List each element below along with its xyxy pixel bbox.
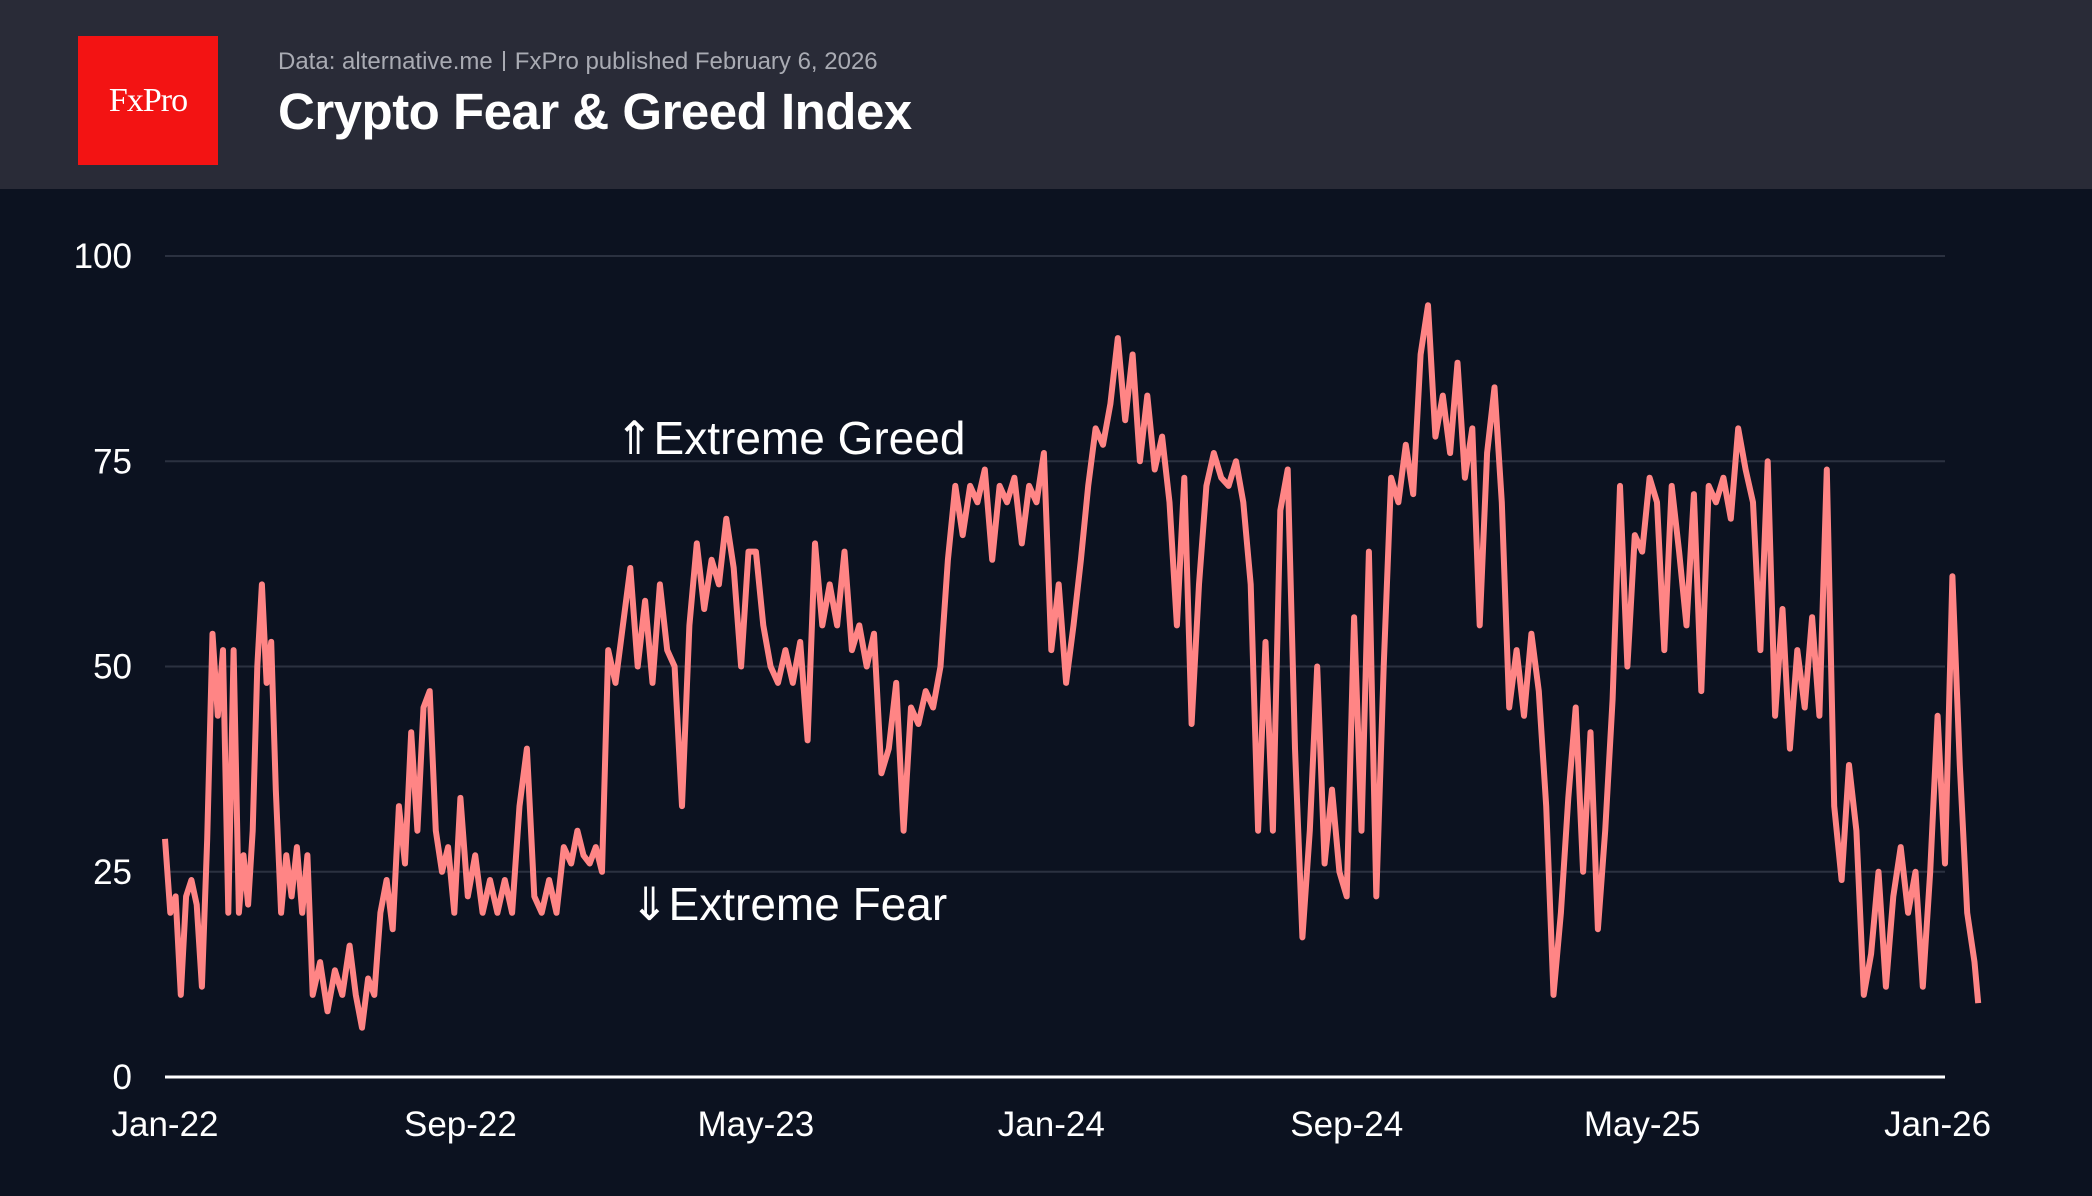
y-tick-label: 0 [113,1058,132,1097]
y-tick-label: 25 [93,853,132,892]
x-tick-label: Sep-24 [1290,1105,1403,1144]
header-bar: FxPro Data: alternative.me FxPro publishe… [0,0,2092,189]
y-tick-label: 50 [93,648,132,687]
x-tick-label: Jan-26 [1884,1105,1991,1144]
chart-subtitle: Data: alternative.me FxPro published Febr… [278,48,878,76]
extreme-greed-label: ⇑Extreme Greed [615,412,965,464]
fxpro-logo: FxPro [78,36,218,165]
publish-info: FxPro published February 6, 2026 [514,48,878,75]
data-source: Data: alternative.me [278,48,493,75]
y-tick-label: 100 [74,237,132,276]
y-tick-label: 75 [93,442,132,481]
fear-greed-chart: 0 25 50 75 100 Jan-22 Sep-22 May-23 Jan-24 Sep-2… [74,237,1992,1144]
separator [502,51,505,71]
extreme-fear-label: ⇓Extreme Fear [630,878,947,930]
x-tick-label: Jan-22 [111,1105,218,1144]
x-tick-label: May-23 [698,1105,815,1144]
x-tick-label: Jan-24 [998,1105,1105,1144]
chart-title: Crypto Fear & Greed Index [278,83,912,140]
x-tick-label: May-25 [1584,1105,1701,1144]
index-line [162,302,1982,1031]
x-tick-label: Sep-22 [404,1105,517,1144]
